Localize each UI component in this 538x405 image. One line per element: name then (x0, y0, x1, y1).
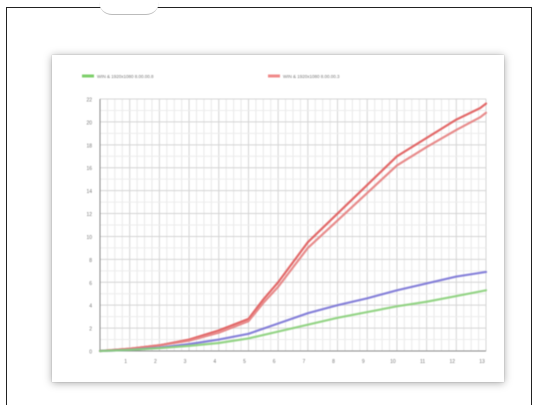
y-tick-label: 4 (89, 304, 92, 310)
y-tick-label: 2 (89, 327, 92, 333)
series-line (98, 111, 488, 353)
x-tick-label: 10 (390, 359, 396, 365)
y-tick-label: 12 (86, 212, 92, 218)
x-tick-label: 12 (450, 359, 456, 365)
y-tick-label: 16 (86, 166, 92, 172)
y-tick-label: 18 (86, 143, 92, 149)
x-tick-label: 4 (213, 359, 216, 365)
chart-axes (99, 99, 486, 352)
y-tick-label: 20 (86, 120, 92, 126)
x-tick-label: 9 (362, 359, 365, 365)
chart-legend: WIN & 1920x1080 8.00.00.8 WIN & 1920x1080… (82, 74, 340, 79)
x-tick-label: 1 (124, 359, 127, 365)
x-tick-label: 8 (332, 359, 335, 365)
legend-label: WIN & 1920x1080 8.00.00.3 (283, 74, 340, 79)
x-tick-label: 11 (420, 359, 425, 365)
series-line (98, 289, 488, 353)
y-tick-label: 8 (89, 258, 92, 264)
y-tick-label: 22 (86, 98, 92, 104)
y-tick-label: 14 (86, 189, 92, 195)
legend-label: WIN & 1920x1080 8.00.00.8 (97, 74, 154, 79)
top-tab-arc (99, 2, 159, 15)
x-tick-label: 3 (184, 359, 187, 365)
y-tick-label: 6 (89, 281, 92, 287)
x-tick-label: 7 (302, 359, 305, 365)
x-tick-label: 2 (154, 359, 157, 365)
x-tick-label: 13 (479, 359, 485, 365)
chart-series (98, 102, 488, 353)
x-tick-label: 5 (243, 359, 246, 365)
y-tick-label: 10 (86, 235, 92, 241)
y-tick-label: 0 (89, 350, 92, 356)
line-chart: WIN & 1920x1080 8.00.00.8 WIN & 1920x1080… (82, 74, 488, 366)
chart-card: WIN & 1920x1080 8.00.00.8 WIN & 1920x1080… (52, 55, 504, 382)
x-tick-label: 6 (273, 359, 276, 365)
